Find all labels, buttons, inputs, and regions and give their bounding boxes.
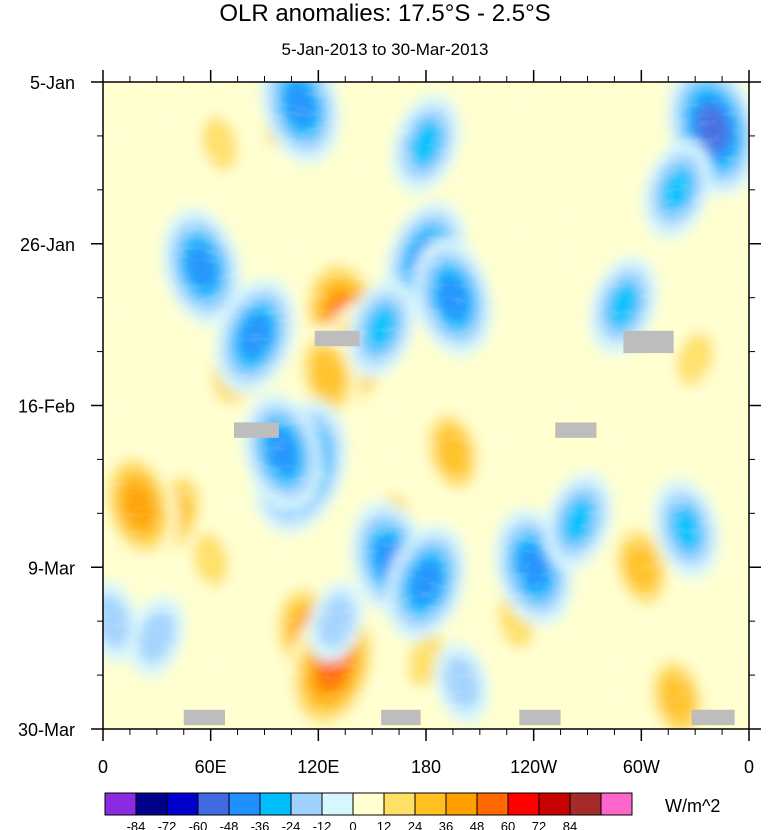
colorbar-units: W/m^2 <box>665 796 721 816</box>
colorbar-swatch <box>228 792 261 816</box>
y-tick-label: 5-Jan <box>30 73 75 93</box>
missing-data-patch <box>623 330 674 354</box>
missing-data-patch <box>314 330 360 347</box>
colorbar-label: -60 <box>189 819 208 830</box>
colorbar-label: 72 <box>532 819 546 830</box>
colorbar-label: 0 <box>349 819 356 830</box>
colorbar-swatch <box>135 792 168 816</box>
colorbar-swatch <box>507 792 540 816</box>
missing-data-patch <box>691 709 735 726</box>
missing-data-patch <box>233 422 279 438</box>
x-tick-label: 120W <box>510 757 557 777</box>
texture-overlay <box>103 82 749 729</box>
plot-area <box>103 82 749 729</box>
missing-data-patch <box>555 422 597 438</box>
colorbar: -84 -72 -60 -48 -36 -24 -12 0 12 24 36 48 60 72 84 <box>104 792 633 830</box>
colorbar-swatch <box>600 792 633 816</box>
colorbar-swatch <box>259 792 292 816</box>
y-tick-label: 9-Mar <box>28 558 75 578</box>
colorbar-swatch <box>352 792 385 816</box>
missing-data-layer <box>183 330 735 726</box>
colorbar-swatch <box>476 792 509 816</box>
colorbar-swatch <box>383 792 416 816</box>
x-tick-label: 120E <box>297 757 339 777</box>
colorbar-label: 60 <box>501 819 515 830</box>
chart-title: OLR anomalies: 17.5°S - 2.5°S <box>219 0 551 27</box>
colorbar-swatch <box>166 792 199 816</box>
missing-data-patch <box>519 709 561 726</box>
colorbar-swatch <box>290 792 323 816</box>
colorbar-label: 12 <box>377 819 391 830</box>
chart-subtitle: 5-Jan-2013 to 30-Mar-2013 <box>281 40 489 59</box>
colorbar-swatch <box>445 792 478 816</box>
x-tick-label: 0 <box>744 757 754 777</box>
colorbar-label: 36 <box>439 819 453 830</box>
colorbar-label: -12 <box>313 819 332 830</box>
colorbar-label: -48 <box>220 819 239 830</box>
colorbar-label: -84 <box>127 819 146 830</box>
y-tick-label: 26-Jan <box>20 235 75 255</box>
colorbar-label: 24 <box>408 819 422 830</box>
x-tick-label: 180 <box>411 757 441 777</box>
x-tick-label: 60E <box>195 757 227 777</box>
colorbar-swatch <box>104 792 137 816</box>
colorbar-label: -72 <box>158 819 177 830</box>
colorbar-label: -24 <box>282 819 301 830</box>
colorbar-label: 48 <box>470 819 484 830</box>
colorbar-swatch <box>321 792 354 816</box>
y-tick-label: 16-Feb <box>18 397 75 417</box>
colorbar-swatch <box>197 792 230 816</box>
colorbar-swatch <box>414 792 447 816</box>
x-tick-label: 60W <box>623 757 660 777</box>
colorbar-swatch <box>569 792 602 816</box>
y-tick-label: 30-Mar <box>18 720 75 740</box>
missing-data-patch <box>381 709 421 726</box>
colorbar-label: -36 <box>251 819 270 830</box>
colorbar-swatch <box>538 792 571 816</box>
x-axis: 0 60E 120E 180 120W 60W 0 <box>98 70 754 777</box>
missing-data-patch <box>183 709 226 726</box>
colorbar-label: 84 <box>563 819 577 830</box>
y-axis: 5-Jan 26-Jan 16-Feb 9-Mar 30-Mar <box>18 73 761 740</box>
x-tick-label: 0 <box>98 757 108 777</box>
